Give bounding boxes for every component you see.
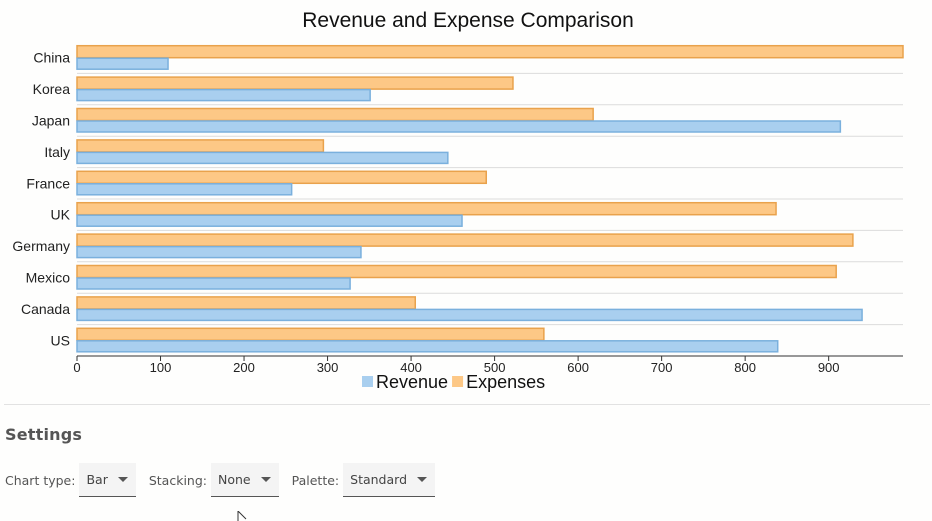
bar-expenses-canada — [76, 296, 417, 310]
legend-swatch-expenses — [452, 376, 464, 387]
y-tick-label: Japan — [32, 113, 70, 129]
y-tick-label: US — [51, 332, 70, 348]
legend-label-expenses: Expenses — [466, 372, 545, 392]
legend-swatch-revenue — [362, 376, 373, 387]
x-tick-label: 800 — [734, 360, 756, 375]
bar-expenses-china — [76, 44, 904, 59]
bar-expenses-us — [76, 327, 545, 342]
chevron-down-icon — [117, 477, 128, 482]
bar-revenue-mexico — [76, 277, 351, 290]
settings-heading: Settings — [5, 425, 83, 444]
x-tick-label: 700 — [651, 360, 673, 375]
y-tick-label: France — [26, 175, 70, 191]
bar-expenses-japan — [76, 107, 594, 122]
x-tick-label: 100 — [150, 360, 172, 375]
bar-revenue-france — [76, 183, 293, 196]
x-tick-label: 600 — [567, 360, 589, 375]
palette-label: Palette: — [291, 472, 340, 488]
y-tick-label: Canada — [21, 301, 70, 317]
bar-chart: Revenue and Expense Comparison US Canada M… — [12, 9, 904, 392]
chart-type-label: Chart type: — [5, 472, 76, 488]
bar-expenses-france — [76, 170, 487, 185]
x-tick-label: 900 — [818, 360, 840, 375]
bar-expenses-mexico — [76, 264, 837, 279]
chevron-down-icon — [260, 477, 271, 482]
bar-revenue-us — [76, 340, 779, 353]
x-tick-label: 200 — [233, 360, 255, 375]
divider — [4, 404, 930, 405]
stacking-select[interactable]: None — [211, 463, 279, 497]
bar-revenue-china — [76, 57, 169, 70]
bar-revenue-canada — [76, 308, 863, 322]
bar-expenses-korea — [76, 76, 514, 90]
bar-revenue-uk — [76, 214, 463, 227]
settings-controls: Chart type: Bar Stacking: None Palette: … — [5, 463, 448, 497]
x-tick-label: 300 — [317, 360, 339, 375]
y-tick-label: UK — [51, 207, 71, 223]
legend-label-revenue: Revenue — [376, 372, 448, 392]
x-tick-label: 500 — [484, 360, 506, 375]
y-tick-label: Korea — [33, 81, 71, 97]
bar-expenses-uk — [76, 201, 777, 216]
palette-value: Standard — [350, 472, 408, 487]
x-tick-label: 0 — [73, 360, 80, 375]
bar-expenses-italy — [76, 139, 325, 153]
bar-revenue-italy — [76, 151, 449, 165]
stacking-value: None — [218, 472, 251, 487]
y-tick-label: China — [33, 50, 70, 66]
palette-select[interactable]: Standard — [343, 463, 436, 497]
bar-revenue-korea — [76, 88, 371, 102]
chevron-down-icon — [417, 477, 428, 482]
bar-expenses-germany — [76, 233, 854, 247]
chart-title: Revenue and Expense Comparison — [302, 9, 634, 32]
stacking-label: Stacking: — [148, 472, 207, 488]
y-tick-label: Germany — [12, 238, 70, 254]
mouse-cursor-icon — [237, 511, 247, 521]
y-tick-label: Italy — [44, 144, 70, 160]
bar-revenue-germany — [76, 245, 362, 259]
bar-revenue-japan — [76, 120, 842, 133]
y-tick-label: Mexico — [26, 270, 71, 286]
x-tick-label: 400 — [400, 360, 422, 375]
chart-type-value: Bar — [86, 472, 108, 487]
chart-type-select[interactable]: Bar — [79, 463, 136, 497]
